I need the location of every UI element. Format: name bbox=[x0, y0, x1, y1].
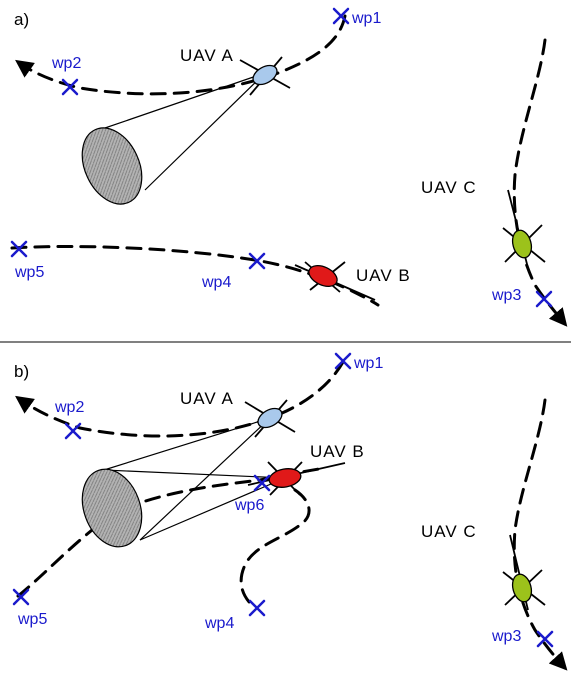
sensor-cone-edge bbox=[144, 72, 266, 191]
panel-b-label: b) bbox=[14, 362, 29, 381]
uav-a-label: UAV A bbox=[180, 389, 234, 408]
uav-b-label: UAV B bbox=[310, 442, 365, 461]
wp1-label: wp1 bbox=[353, 355, 383, 372]
sensor-cone-edge bbox=[103, 469, 286, 479]
wp4-label: wp4 bbox=[204, 615, 234, 632]
uav-b bbox=[294, 261, 376, 301]
uav-a-body bbox=[257, 407, 283, 429]
waypoint-wp4 bbox=[248, 599, 266, 617]
wp1-label: wp1 bbox=[351, 10, 381, 27]
uav-c-path bbox=[512, 398, 568, 671]
wp3-label: wp3 bbox=[491, 287, 521, 304]
uav-a-path bbox=[15, 14, 347, 96]
waypoint-wp4 bbox=[248, 252, 266, 270]
sensor-cone-edge bbox=[139, 477, 286, 541]
waypoint-wp5 bbox=[12, 588, 30, 606]
wp5-label: wp5 bbox=[17, 611, 47, 628]
panel-a-label: a) bbox=[14, 10, 29, 29]
waypoint-wp1 bbox=[332, 7, 350, 25]
panel-a: a) UAV A UAV B bbox=[10, 7, 568, 327]
wp2-label: wp2 bbox=[54, 399, 84, 416]
uav-a bbox=[244, 399, 296, 438]
uav-b-loop-path bbox=[239, 488, 311, 610]
uav-a-label: UAV A bbox=[180, 46, 234, 65]
sensor-cone-edge bbox=[139, 417, 271, 541]
waypoint-wp5 bbox=[10, 240, 28, 258]
uav-b-label: UAV B bbox=[356, 266, 411, 285]
uav-c-body bbox=[511, 573, 533, 603]
wp4-label: wp4 bbox=[201, 274, 231, 291]
wp5-label: wp5 bbox=[14, 264, 44, 281]
uav-c bbox=[502, 534, 546, 611]
uav-a-path bbox=[15, 360, 345, 438]
sensor-target-ellipse bbox=[81, 127, 143, 205]
uav-c-label: UAV C bbox=[421, 522, 477, 541]
wp2-label: wp2 bbox=[51, 55, 81, 72]
uav-c-path bbox=[512, 38, 568, 327]
waypoint-wp2 bbox=[61, 78, 79, 96]
uav-c-body bbox=[511, 229, 533, 259]
uav-c bbox=[502, 189, 546, 269]
waypoint-wp6 bbox=[253, 474, 271, 492]
uav-a-body bbox=[252, 64, 278, 86]
sensor-cone-edge bbox=[103, 417, 271, 471]
uav-b-body bbox=[268, 468, 302, 488]
wp6-label: wp6 bbox=[234, 497, 264, 514]
waypoint-wp3 bbox=[535, 290, 553, 308]
sensor-target-ellipse bbox=[81, 468, 143, 548]
uav-b bbox=[247, 461, 346, 496]
waypoint-wp1 bbox=[334, 352, 352, 370]
wp3-label: wp3 bbox=[491, 628, 521, 645]
uav-c-label: UAV C bbox=[421, 178, 477, 197]
uav-b-path bbox=[10, 245, 380, 307]
panel-b: b) UAV A UAV B bbox=[12, 352, 568, 671]
waypoint-wp2 bbox=[64, 422, 82, 440]
sensor-cone-edge bbox=[104, 72, 266, 129]
waypoint-wp3 bbox=[536, 630, 554, 648]
uav-b-body bbox=[308, 265, 338, 287]
uav-a bbox=[239, 56, 291, 96]
